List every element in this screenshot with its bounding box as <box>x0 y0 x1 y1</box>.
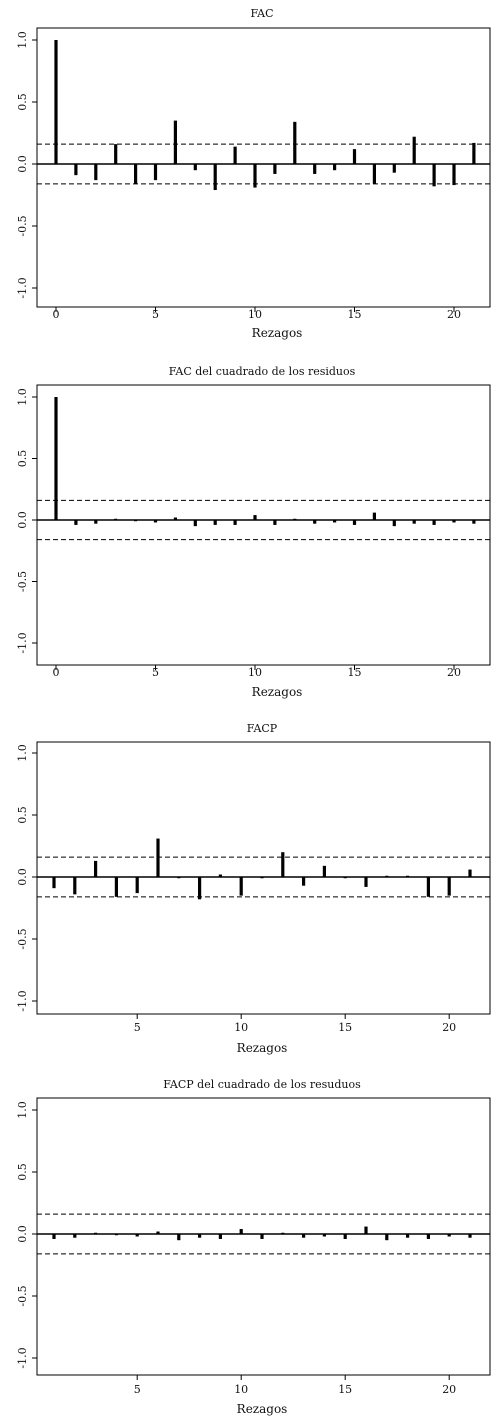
x-axis-label: Rezagos <box>252 326 303 340</box>
y-tick-label: 1.0 <box>16 388 29 406</box>
x-tick-label: 10 <box>234 1021 248 1034</box>
y-tick-label: -1.0 <box>16 990 29 1011</box>
x-axis-label: Rezagos <box>252 685 303 699</box>
x-tick-label: 10 <box>248 666 262 679</box>
plot-frame <box>36 1097 491 1376</box>
y-tick-label: 0.5 <box>16 93 29 111</box>
plot-frame <box>36 27 491 308</box>
y-tick-label: -0.5 <box>16 928 29 949</box>
y-tick-label: 0.5 <box>16 806 29 824</box>
y-tick-label: 0.5 <box>16 1163 29 1181</box>
x-tick-label: 10 <box>248 308 262 321</box>
x-axis-label: Rezagos <box>237 1041 288 1055</box>
chart-title: FAC del cuadrado de los residuos <box>169 365 356 378</box>
x-tick-label: 10 <box>234 1383 248 1396</box>
x-tick-label: 15 <box>348 666 362 679</box>
x-tick-label: 15 <box>338 1021 352 1034</box>
x-tick-label: 0 <box>53 308 60 321</box>
x-tick-label: 15 <box>338 1383 352 1396</box>
x-tick-label: 5 <box>152 308 159 321</box>
chart-title: FAC <box>250 7 273 20</box>
y-tick-label: -1.0 <box>16 277 29 298</box>
x-tick-label: 5 <box>134 1383 141 1396</box>
y-tick-label: -0.5 <box>16 1285 29 1306</box>
y-tick-label: -0.5 <box>16 215 29 236</box>
panel-fac: FAC Rezagos 1.0 0.5 0.0 -0.5 -1.0 0 5 10 15 20 <box>16 7 491 340</box>
y-tick-label: 0.0 <box>16 1225 29 1243</box>
x-tick-label: 20 <box>447 666 461 679</box>
y-tick-label: 0.5 <box>16 450 29 468</box>
x-tick-label: 5 <box>152 666 159 679</box>
y-tick-label: -1.0 <box>16 632 29 653</box>
y-tick-label: 1.0 <box>16 1101 29 1119</box>
y-tick-label: 0.0 <box>16 511 29 529</box>
x-tick-label: 5 <box>134 1021 141 1034</box>
y-tick-label: -0.5 <box>16 571 29 592</box>
y-tick-label: -1.0 <box>16 1347 29 1368</box>
y-tick-label: 1.0 <box>16 31 29 49</box>
chart-title: FACP <box>247 722 278 735</box>
plot-frame <box>36 741 491 1015</box>
panel-facp-squared-residuals: FACP del cuadrado de los resuduos Rezago… <box>16 1078 491 1416</box>
y-tick-label: 0.0 <box>16 155 29 173</box>
panel-fac-squared-residuals: FAC del cuadrado de los residuos Rezagos… <box>16 365 491 699</box>
x-tick-label: 20 <box>447 308 461 321</box>
x-tick-label: 20 <box>442 1021 456 1034</box>
x-tick-label: 20 <box>442 1383 456 1396</box>
x-tick-label: 0 <box>53 666 60 679</box>
x-axis-label: Rezagos <box>237 1402 288 1416</box>
plot-frame <box>36 384 491 666</box>
y-tick-label: 1.0 <box>16 744 29 762</box>
chart-title: FACP del cuadrado de los resuduos <box>163 1078 361 1091</box>
y-tick-label: 0.0 <box>16 868 29 886</box>
x-tick-label: 15 <box>348 308 362 321</box>
panel-facp: FACP Rezagos 1.0 0.5 0.0 -0.5 -1.0 5 10 15 20 <box>16 722 491 1055</box>
